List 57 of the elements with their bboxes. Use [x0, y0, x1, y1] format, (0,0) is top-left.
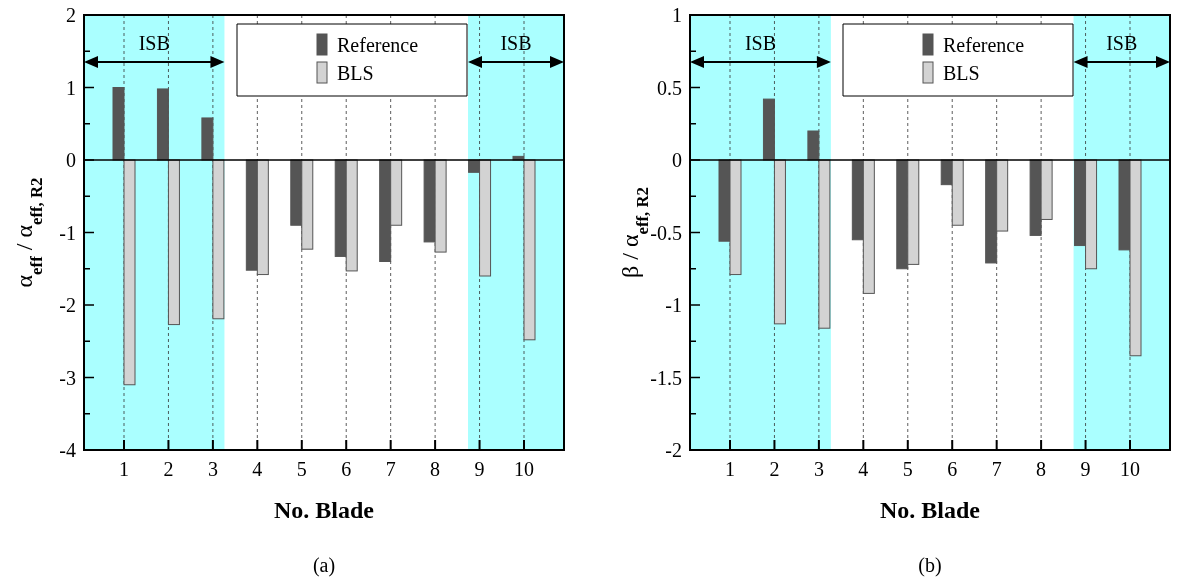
- x-tick-label: 2: [163, 458, 174, 480]
- legend-label: Reference: [337, 34, 419, 56]
- y-tick-label: -3: [59, 366, 76, 389]
- x-tick-label: 8: [430, 458, 441, 480]
- y-tick-label: 0.5: [657, 76, 682, 99]
- y-tick-label: -1.5: [650, 366, 682, 389]
- bar: [212, 159, 225, 320]
- x-axis-title: No. Blade: [273, 497, 375, 523]
- x-tick-label: 1: [725, 458, 735, 480]
- bar: [123, 159, 136, 386]
- band-label: ISB: [744, 32, 777, 54]
- x-tick-label: 6: [947, 458, 958, 480]
- y-tick-label: 1: [66, 76, 76, 99]
- y-tick-label: -4: [59, 439, 76, 461]
- legend-label: Reference: [943, 34, 1025, 56]
- x-tick-label: 10: [1120, 458, 1140, 480]
- y-tick-label: 2: [66, 4, 76, 26]
- x-tick-label: 10: [514, 458, 534, 480]
- bar: [201, 117, 214, 161]
- x-tick-label: 3: [813, 458, 824, 480]
- bar: [112, 87, 125, 161]
- x-tick-label: 9: [1080, 458, 1091, 480]
- text: (b): [918, 554, 942, 577]
- y-tick-label: 0: [66, 149, 76, 171]
- x-axis-title: No. Blade: [879, 497, 981, 523]
- x-tick-label: 7: [385, 458, 396, 480]
- x-tick-label: 4: [252, 458, 263, 480]
- band-label: ISB: [1106, 32, 1138, 54]
- x-tick-label: 2: [769, 458, 780, 480]
- text: (a): [312, 554, 336, 577]
- y-tick-label: 0: [672, 149, 682, 171]
- legend-label: BLS: [337, 62, 374, 84]
- x-tick-label: 9: [474, 458, 485, 480]
- bar: [818, 159, 831, 329]
- legend-label: BLS: [943, 62, 980, 84]
- x-tick-label: 5: [296, 458, 307, 480]
- x-tick-label: 4: [858, 458, 869, 480]
- y-tick-label: -2: [665, 439, 682, 461]
- bar: [807, 130, 820, 161]
- bar: [167, 159, 180, 326]
- x-tick-label: 8: [1036, 458, 1047, 480]
- bar: [773, 159, 786, 325]
- x-tick-label: 5: [902, 458, 913, 480]
- y-tick-label: 1: [672, 4, 682, 26]
- x-tick-label: 1: [119, 458, 129, 480]
- y-tick-label: -1: [665, 294, 682, 316]
- band-label: ISB: [500, 32, 532, 54]
- y-tick-label: -2: [59, 294, 76, 316]
- bar: [762, 98, 775, 161]
- x-tick-label: 7: [991, 458, 1002, 480]
- bar: [156, 88, 169, 161]
- bar: [523, 159, 536, 341]
- x-tick-label: 3: [207, 458, 218, 480]
- y-tick-label: -1: [59, 221, 76, 244]
- y-tick-label: -0.5: [650, 221, 682, 244]
- band-label: ISB: [138, 32, 170, 54]
- x-tick-label: 6: [341, 458, 352, 480]
